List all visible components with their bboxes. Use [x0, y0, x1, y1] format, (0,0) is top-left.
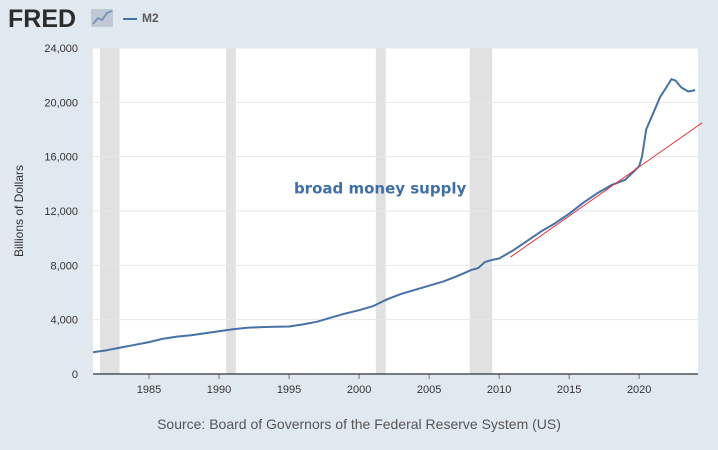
header: FRED M2: [0, 0, 718, 38]
x-tick-label: 2000: [347, 384, 371, 396]
series-line-m2: [92, 78, 696, 354]
x-tick-label: 2010: [487, 384, 511, 396]
y-tick-label: 8,000: [50, 260, 78, 272]
x-tick-label: 1985: [137, 384, 161, 396]
x-tick-label: 2015: [557, 384, 581, 396]
chart: 0 4,000 8,000 12,000 16,000 20,000 24,000 1985…: [12, 43, 703, 396]
fred-logo[interactable]: FRED: [8, 5, 118, 36]
legend-label: M2: [142, 11, 159, 25]
y-axis-ticks: 0 4,000 8,000 12,000 16,000 20,000 24,000: [44, 43, 78, 381]
x-tick-label: 2005: [417, 384, 441, 396]
source-note: Source: Board of Governors of the Federa…: [157, 416, 561, 432]
y-tick-label: 12,000: [44, 206, 78, 218]
x-tick-label: 2020: [627, 384, 651, 396]
y-tick-label: 0: [72, 369, 78, 381]
x-tick-label: 1990: [207, 384, 231, 396]
y-tick-label: 20,000: [44, 97, 78, 109]
annotation-broad-money-supply: broad money supply: [294, 179, 467, 197]
legend-swatch: [123, 18, 137, 20]
x-tick-label: 1995: [277, 384, 301, 396]
fred-logo-text: FRED: [8, 5, 76, 31]
logo-chart-icon-line: [92, 10, 113, 25]
y-axis-label: Billions of Dollars: [12, 165, 26, 257]
y-tick-label: 4,000: [50, 315, 78, 327]
y-tick-label: 16,000: [44, 152, 78, 164]
trend-line: [510, 122, 703, 258]
series-lines: [92, 78, 703, 354]
gridlines: [93, 47, 698, 321]
y-tick-label: 24,000: [44, 43, 78, 55]
fred-logo-graphic: FRED: [8, 5, 113, 33]
x-axis-ticks: 1985 1990 1995 2000 2005 2010 2015 2020: [137, 374, 651, 396]
